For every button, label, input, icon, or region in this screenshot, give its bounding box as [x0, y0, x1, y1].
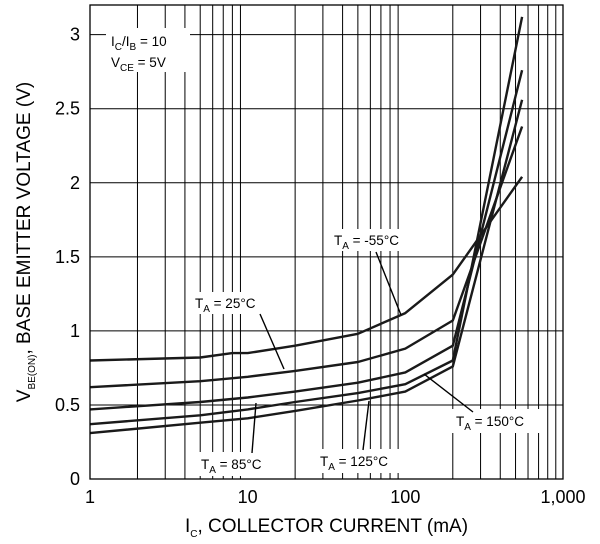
curves [89, 16, 524, 435]
label-group-85: TA = 85°C [197, 402, 281, 476]
x-tick-label: 100 [390, 487, 420, 507]
y-tick-label: 0 [70, 469, 80, 489]
pointer-125 [362, 400, 370, 451]
x-tick-label: 10 [238, 487, 258, 507]
series-line-85 [89, 69, 524, 411]
x-tick-label: 1,000 [540, 487, 585, 507]
series-line-25 [89, 126, 524, 389]
pointer-150 [423, 373, 474, 413]
grid-lines [90, 5, 563, 480]
pointer-25 [259, 313, 285, 370]
label-group-125: TA = 125°C [316, 400, 408, 473]
y-tick-label: 1 [70, 321, 80, 341]
x-axis-title: IC, COLLECTOR CURRENT (mA) [185, 516, 468, 540]
series-label-25: TA = 25°C [195, 296, 256, 315]
y-axis-title: VBE(ON), BASE EMITTER VOLTAGE (V) [14, 82, 38, 402]
series-label-150: TA = 150°C [456, 414, 524, 433]
y-tick-label: 2 [70, 173, 80, 193]
series-line-neg55 [89, 176, 524, 362]
label-backdrop-150 [452, 409, 546, 433]
test-conditions: IC/IB = 10 VCE = 5V [106, 28, 190, 74]
pointer-85 [251, 402, 257, 454]
label-backdrop-25 [191, 292, 277, 314]
label-backdrop-85 [197, 452, 281, 476]
label-group-neg55: TA = -55°C [330, 229, 416, 316]
series-label-85: TA = 85°C [201, 457, 262, 476]
label-backdrop-125 [316, 449, 408, 473]
series-line-150 [89, 99, 524, 435]
label-group-25: TA = 25°C [191, 292, 285, 370]
y-tick-label: 2.5 [55, 99, 80, 119]
plot-frame [89, 4, 564, 480]
label-backdrop-neg55 [330, 229, 416, 251]
y-tick-label: 0.5 [55, 395, 80, 415]
tick-labels: 1 10 100 1,000 0 0.5 1 1.5 2 2.5 3 [55, 25, 586, 507]
y-tick-label: 1.5 [55, 247, 80, 267]
condition-vce: VCE = 5V [111, 55, 166, 74]
x-tick-label: 1 [85, 487, 95, 507]
conditions-backdrop [106, 28, 190, 72]
series-line-125 [89, 16, 524, 426]
label-group-150: TA = 150°C [423, 373, 546, 433]
condition-current-ratio: IC/IB = 10 [111, 34, 167, 53]
series-label-125: TA = 125°C [320, 454, 388, 473]
series-label-neg55: TA = -55°C [334, 233, 399, 252]
pointer-neg55 [375, 251, 402, 316]
y-tick-label: 3 [70, 25, 80, 45]
